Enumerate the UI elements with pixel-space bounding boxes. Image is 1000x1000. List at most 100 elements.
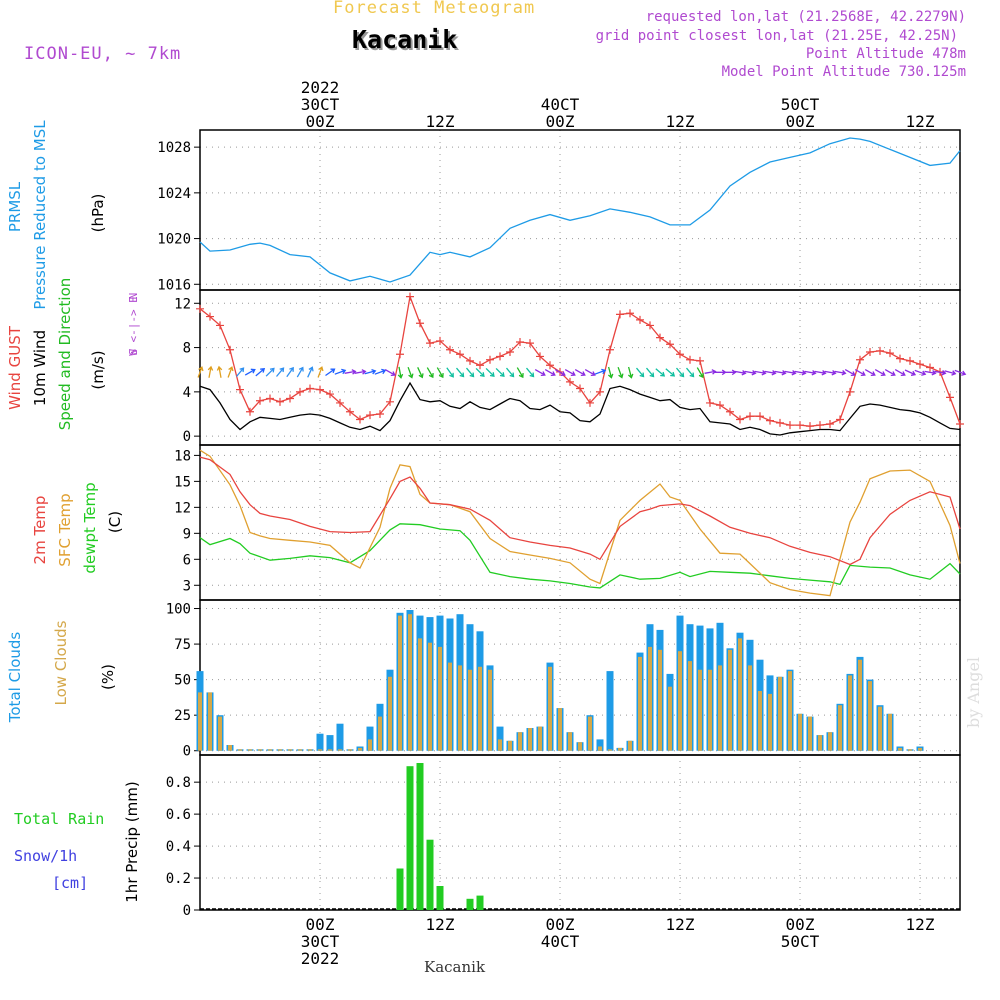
rain-bar	[396, 868, 404, 910]
wind-direction-arrow	[804, 370, 817, 376]
gust-marker	[196, 304, 204, 313]
ytick-label-clouds: 100	[166, 602, 191, 618]
low-cloud-bar	[498, 739, 502, 751]
2m-temp-line	[199, 456, 961, 566]
ytick-label-temperature: 12	[174, 500, 191, 516]
ytick-label-wind: 4	[183, 385, 191, 401]
low-cloud-bar	[588, 716, 592, 751]
panel-frame-temperature	[199, 444, 961, 601]
wind-direction-arrow	[764, 370, 777, 376]
gust-marker	[376, 410, 384, 418]
gust-marker	[706, 398, 714, 407]
gust-marker	[676, 350, 684, 359]
gust-marker	[356, 415, 364, 424]
gust-marker	[956, 419, 964, 428]
wind-direction-arrow	[574, 369, 586, 377]
gust-marker	[296, 387, 304, 396]
low-cloud-bar	[478, 666, 482, 751]
gust-marker	[286, 394, 294, 403]
gust-marker	[606, 345, 614, 354]
wind-direction-arrow	[456, 367, 465, 378]
gust-marker	[726, 407, 734, 416]
wind-direction-arrow	[255, 368, 266, 377]
low-cloud-bar	[668, 686, 672, 751]
gust-marker	[836, 415, 844, 424]
time-label-top: 50CT	[781, 95, 820, 114]
time-label-top: 00Z	[546, 112, 575, 131]
low-cloud-bar	[728, 649, 732, 751]
low-cloud-bar	[318, 749, 322, 751]
gust-marker	[586, 398, 594, 407]
cloud-ylabel-2: Low Clouds	[52, 620, 70, 705]
low-cloud-bar	[908, 749, 912, 751]
snow-legend: Snow/1h	[14, 847, 77, 865]
wind-direction-arrow	[526, 367, 535, 378]
wind-direction-arrow	[207, 365, 214, 378]
low-cloud-bar	[748, 665, 752, 751]
low-cloud-bar	[298, 749, 302, 751]
low-cloud-bar	[278, 749, 282, 751]
low-cloud-bar	[658, 649, 662, 751]
wind-direction-arrow	[584, 369, 596, 377]
wind-direction-arrow	[724, 369, 737, 376]
grid-point-coords: grid point closest lon,lat (21.25E, 42.2…	[595, 28, 958, 44]
wind-direction-arrow	[594, 368, 607, 375]
time-label-bottom: 00Z	[306, 915, 335, 934]
gust-marker	[736, 415, 744, 424]
panel-frame-precip	[199, 754, 961, 911]
gust-marker	[656, 333, 664, 342]
gust-marker	[696, 356, 704, 365]
ytick-label-pressure: 1016	[157, 277, 191, 293]
low-cloud-bar	[918, 747, 922, 751]
gust-marker	[886, 349, 894, 358]
wind-direction-arrow	[446, 367, 454, 378]
wind-direction-arrow	[854, 369, 866, 377]
time-label-bottom: 40CT	[541, 932, 580, 951]
gust-marker	[826, 419, 834, 428]
rain-bar	[466, 898, 474, 910]
gust-marker	[856, 355, 864, 364]
gust-marker	[616, 310, 624, 319]
forecast-title: Forecast Meteogram	[333, 0, 536, 18]
low-cloud-bar	[558, 708, 562, 751]
ytick-label-clouds: 50	[174, 673, 191, 689]
precip-ylabel: 1hr Precip (mm)	[123, 781, 141, 902]
gust-marker	[686, 355, 694, 364]
low-cloud-bar	[338, 749, 342, 751]
direction-key-s: S	[127, 349, 140, 356]
wind-direction-arrow	[607, 366, 614, 379]
wind-direction-arrow	[646, 367, 655, 378]
low-cloud-bar	[608, 749, 612, 751]
wind-ylabel-2: 10m Wind	[31, 330, 49, 406]
low-cloud-bar	[538, 726, 542, 751]
wind-direction-arrow	[485, 367, 495, 378]
ytick-label-precip: 0	[183, 903, 191, 919]
time-label-bottom: 2022	[301, 949, 340, 968]
gust-marker	[406, 292, 414, 301]
gust-marker	[876, 346, 884, 355]
gust-marker	[306, 384, 314, 393]
wind-direction-arrow	[516, 367, 524, 379]
low-cloud-bar	[778, 676, 782, 751]
wind-direction-arrow	[924, 370, 937, 376]
gust-marker	[866, 348, 874, 356]
low-cloud-bar	[388, 676, 392, 751]
wind-direction-arrow	[784, 370, 797, 376]
wind-direction-arrow	[307, 366, 314, 378]
gust-marker	[386, 397, 394, 406]
gust-marker	[326, 390, 334, 399]
gust-marker	[906, 356, 914, 365]
ytick-label-wind: 8	[183, 341, 191, 357]
wind-direction-arrow	[884, 369, 896, 377]
wind-direction-arrow	[475, 367, 485, 378]
pressure-line	[199, 137, 961, 283]
wind-direction-arrow	[814, 370, 827, 376]
low-cloud-bar	[308, 749, 312, 751]
gust-marker	[236, 385, 244, 394]
wind-direction-arrow	[754, 370, 767, 376]
wind-direction-arrow	[744, 370, 757, 376]
temp-ylabel-1: 2m Temp	[31, 496, 49, 565]
gust-marker	[536, 352, 544, 361]
total-cloud-bar	[596, 739, 604, 751]
